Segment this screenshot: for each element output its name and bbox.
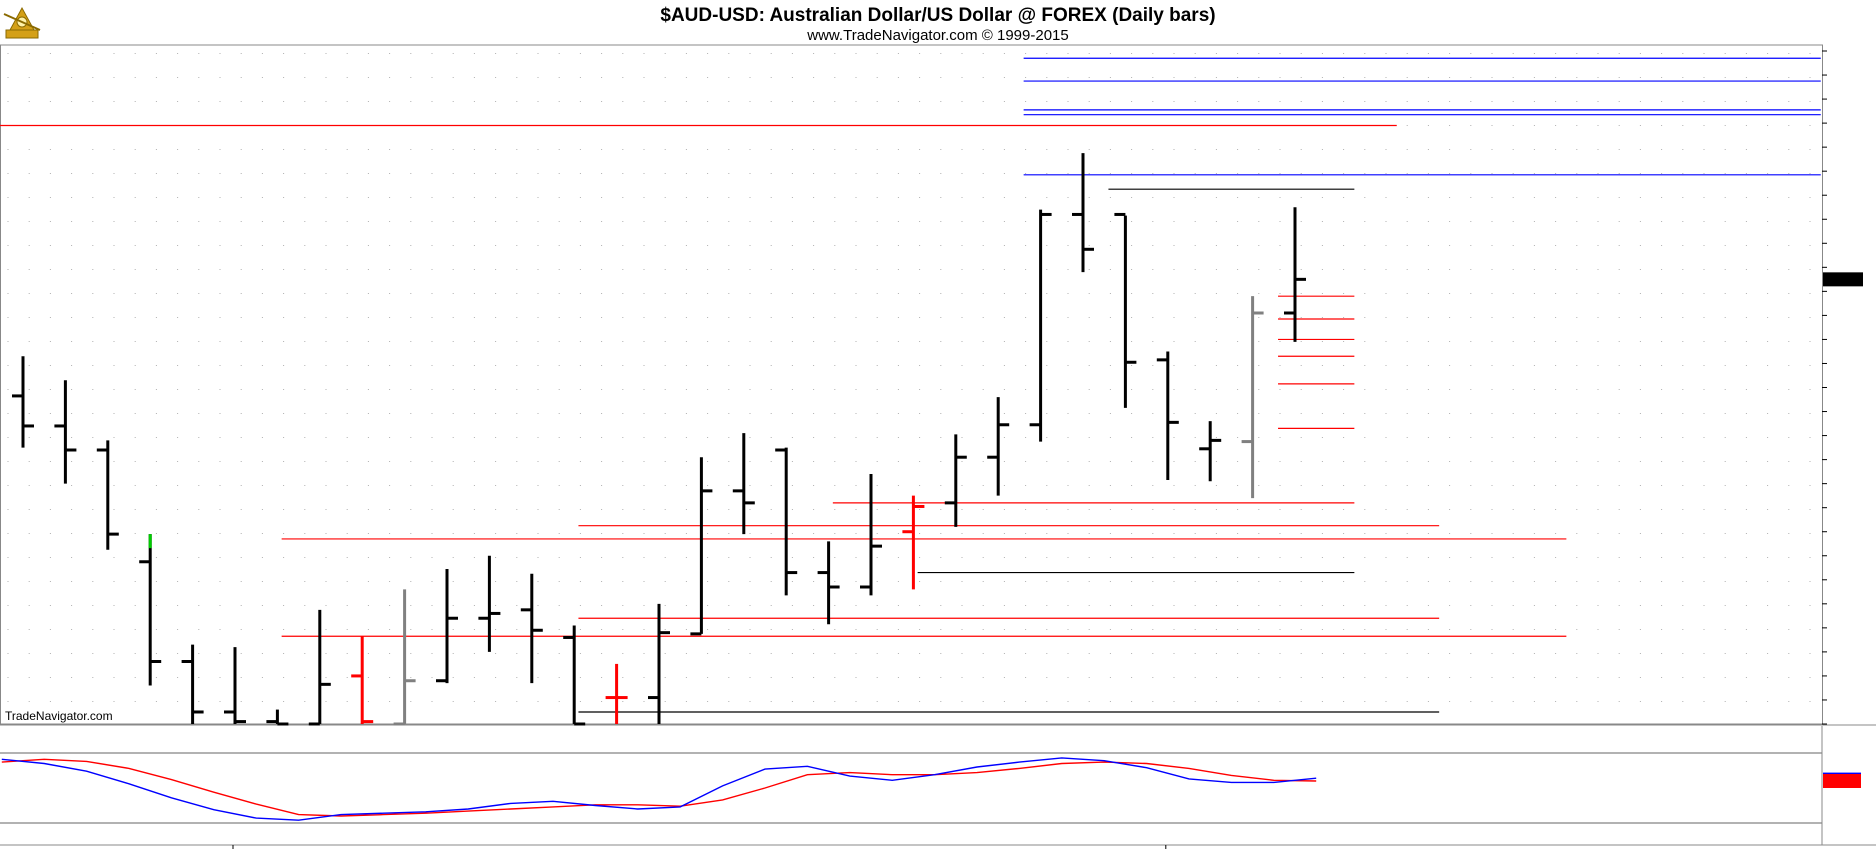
- panel-frames: [0, 44, 1876, 846]
- ohlc-bar: [1029, 209, 1052, 442]
- ohlc-bar: [520, 573, 543, 684]
- price-bars: [12, 153, 1306, 726]
- ohlc-bar: [944, 434, 967, 527]
- ohlc-bar: [1072, 153, 1094, 273]
- ohlc-bar: [351, 636, 374, 724]
- ohlc-bar: [775, 447, 798, 596]
- ohlc-bar: [1241, 296, 1264, 499]
- chart-title: $AUD-USD: Australian Dollar/US Dollar @ …: [660, 5, 1215, 26]
- ohlc-bar: [224, 647, 246, 724]
- ohlc-bar: [436, 568, 458, 684]
- date-axis: [232, 845, 1167, 849]
- ohlc-bar: [1284, 207, 1306, 342]
- ohlc-bar: [12, 356, 34, 448]
- ohlc-bar: [1199, 421, 1222, 482]
- stochastic-panel: [1, 757, 1317, 821]
- ohlc-bar: [1114, 212, 1137, 408]
- ohlc-bar: [54, 380, 77, 484]
- ohlc-bar: [1156, 351, 1179, 481]
- price-levels: [0, 57, 1821, 713]
- stoch-value-tag: [1823, 774, 1861, 788]
- trade-navigator-logo-icon: [3, 6, 41, 39]
- watermark: TradeNavigator.com: [5, 709, 113, 723]
- stoch-d-line: [1, 758, 1317, 817]
- ohlc-bar: [308, 609, 331, 726]
- ohlc-bar: [648, 603, 670, 724]
- ohlc-bar: [860, 474, 882, 596]
- last-price-tag: [1823, 272, 1863, 287]
- ohlc-bar: [817, 541, 840, 625]
- ohlc-bar: [902, 495, 925, 590]
- ohlc-bar: [605, 663, 628, 724]
- ohlc-bar: [732, 433, 755, 535]
- ohlc-bar: [96, 440, 119, 550]
- ohlc-bar: [690, 457, 713, 636]
- price-axis: [1822, 50, 1863, 788]
- ohlc-bar: [181, 644, 204, 724]
- stoch-k-line: [1, 757, 1317, 821]
- price-panel-frame: [0, 44, 1823, 725]
- ohlc-bar: [139, 534, 162, 686]
- ohlc-bar: [987, 397, 1010, 496]
- ohlc-bar: [478, 555, 501, 652]
- chart-subtitle: www.TradeNavigator.com © 1999-2015: [806, 27, 1068, 44]
- ohlc-bar: [393, 589, 416, 726]
- ohlc-bar: [563, 625, 586, 726]
- ohlc-bar: [266, 709, 289, 726]
